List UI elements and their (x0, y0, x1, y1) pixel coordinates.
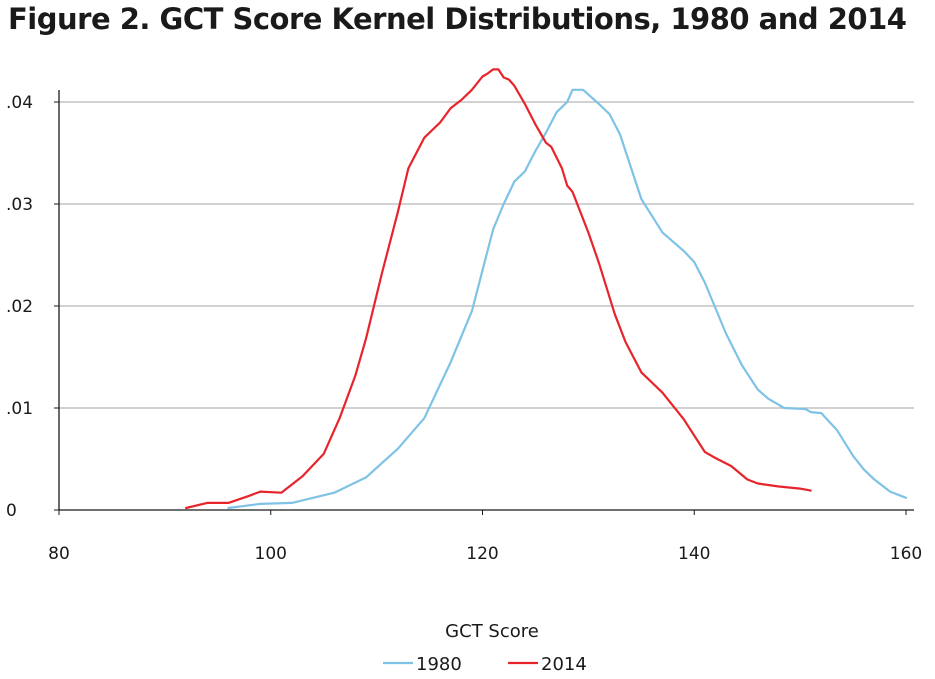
legend-label-2014: 2014 (541, 654, 587, 675)
gridlines (59, 101, 914, 409)
x-axis-label: GCT Score (445, 621, 539, 642)
x-tick-label: 80 (48, 544, 70, 564)
series-line-2014 (185, 68, 812, 510)
y-tick-label: .03 (6, 195, 33, 215)
chart-title: Figure 2. GCT Score Kernel Distributions… (8, 2, 907, 36)
y-tick-label: .01 (6, 399, 33, 419)
legend-label-1980: 1980 (416, 654, 462, 675)
y-tick-label: .02 (6, 297, 33, 317)
y-tick-label: .04 (6, 93, 33, 113)
y-tick-label: 0 (6, 501, 17, 521)
y-axis-ticks: 0 .01 .02 .03 .04 (6, 93, 59, 521)
x-tick-label: 140 (678, 544, 710, 564)
x-tick-label: 100 (255, 544, 287, 564)
x-tick-label: 160 (890, 544, 922, 564)
series-lines (185, 68, 908, 510)
axes (58, 90, 914, 511)
x-tick-label: 120 (466, 544, 498, 564)
legend: 1980 2014 (383, 654, 587, 675)
x-axis-ticks: 80 100 120 140 160 (48, 510, 922, 564)
series-line-1980 (227, 88, 908, 510)
